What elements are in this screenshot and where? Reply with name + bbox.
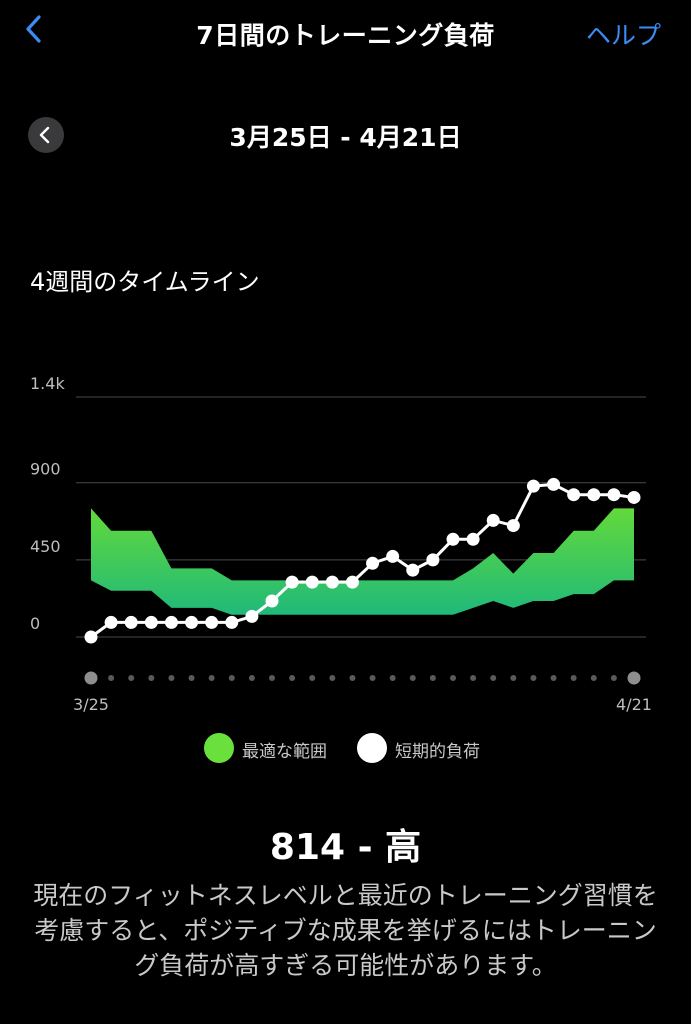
x-axis-day-dot [409,675,416,681]
short-term-load-point [466,532,480,546]
x-axis-day-dot [108,675,115,681]
short-term-load-point [486,513,500,527]
legend-short-term-label: 短期的負荷 [395,742,480,762]
x-axis-day-dot [289,675,296,681]
x-axis-day-dot [329,675,336,681]
short-term-load-point [185,615,199,629]
chevron-left-icon [39,126,50,144]
x-axis-day-dot [389,675,396,681]
back-chevron-icon[interactable] [20,14,50,44]
training-load-chart: 0 450 900 1.4k 3/25 4/21 [30,374,652,714]
x-axis-day-dot [349,675,356,681]
x-start-label: 3/25 [73,695,109,714]
x-axis-day-dot [248,675,255,681]
short-term-load-point [164,615,178,629]
load-description: 現在のフィットネスレベルと最近のトレーニング習慣を考慮すると、ポジティブな成果を… [33,881,658,980]
short-term-load-point [144,615,158,629]
navigation-bar: 7日間のトレーニング負荷 ヘルプ [0,0,691,64]
y-tick-label: 0 [30,614,40,633]
short-term-load-point [607,488,621,502]
x-axis-day-dot [269,675,275,681]
timeline-title: 4週間のタイムライン [30,268,260,296]
short-term-load-point [305,575,319,589]
previous-period-button[interactable] [28,117,64,153]
short-term-load-point [446,532,460,546]
short-term-load-point [526,479,540,493]
short-term-load-point [567,488,581,502]
load-score: 814 - 高 [269,827,422,868]
x-end-label: 4/21 [616,695,652,714]
short-term-load-point [506,519,520,533]
x-axis-day-dot [570,675,577,681]
x-axis-day-dot [228,675,235,681]
short-term-load-point [325,575,339,589]
short-term-load-point [124,615,138,629]
short-term-load-point [627,490,641,504]
x-axis-day-dot [627,671,641,685]
short-term-load-point [245,609,259,623]
help-button[interactable]: ヘルプ [585,21,661,50]
x-axis-day-dot [490,675,497,681]
short-term-load-point [547,477,561,491]
short-term-load-point [406,563,420,577]
date-range: 3月25日 - 4月21日 [229,123,462,152]
y-tick-label: 900 [30,460,61,479]
x-axis-day-dot [470,675,477,681]
x-axis-day-dot [610,675,617,681]
short-term-load-point [84,630,98,644]
short-term-load-point [587,488,601,502]
x-axis-day-dot [429,675,436,681]
legend-green-swatch [204,733,234,763]
short-term-load-point [366,556,380,570]
x-axis-day-dot [188,675,195,681]
short-term-load-point [386,549,400,563]
x-axis-day-dot [309,675,316,681]
x-axis-day-dot [84,671,98,685]
short-term-load-point [265,594,279,608]
short-term-load-line [90,482,635,639]
optimal-range-area [91,508,634,615]
short-term-load-point [205,615,219,629]
y-tick-label: 450 [30,537,61,556]
short-term-load-point [104,615,118,629]
x-axis-day-dot [168,675,175,681]
x-axis-day-dot [550,675,557,681]
short-term-load-point [426,553,440,567]
short-term-load-point [225,615,239,629]
short-term-load-point [285,575,299,589]
x-axis-day-dot [148,675,155,681]
short-term-load-point [345,575,359,589]
x-axis-day-dot [450,675,456,681]
x-axis-day-dot [590,675,597,681]
x-axis-day-dot [208,675,215,681]
legend-optimal-label: 最適な範囲 [242,742,327,762]
x-axis-day-dot [530,675,537,681]
x-axis-day-dot [128,675,135,681]
y-tick-label: 1.4k [30,374,65,393]
x-axis-day-dot [510,675,517,681]
x-axis-day-dot [369,675,376,681]
page-title: 7日間のトレーニング負荷 [196,21,495,50]
legend-white-swatch [357,733,387,763]
